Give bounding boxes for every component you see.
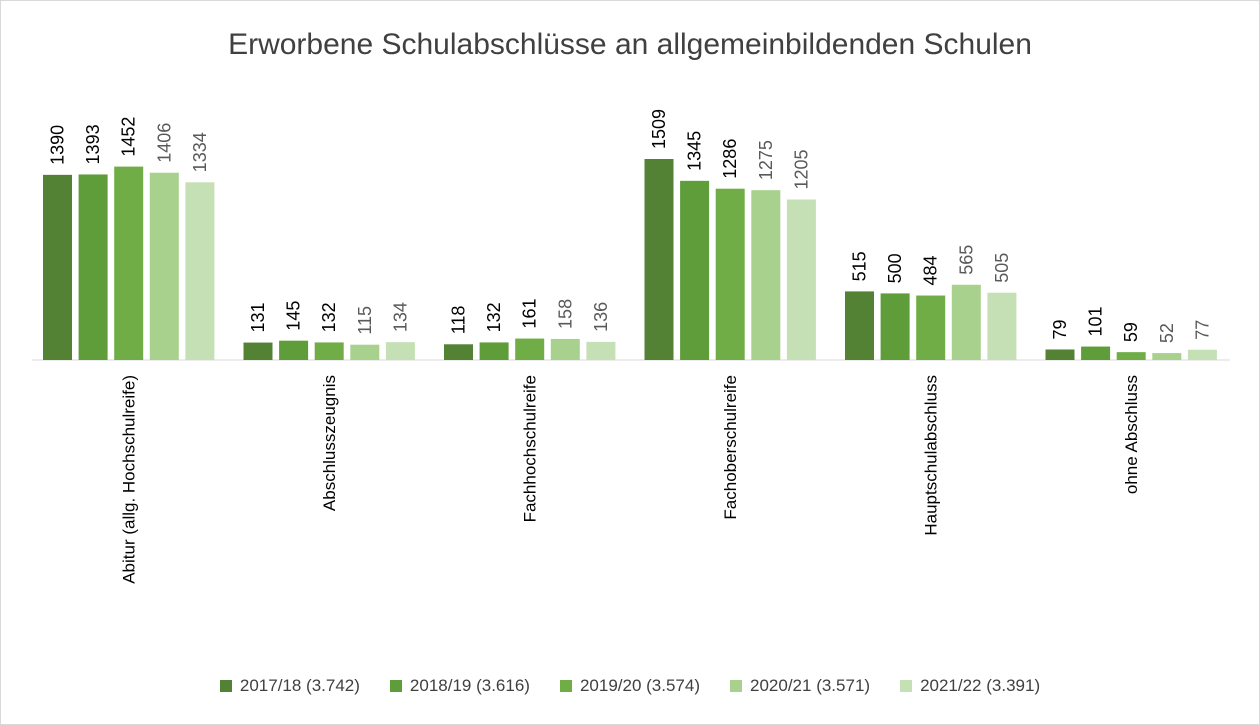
legend-label: 2020/21 (3.571): [750, 676, 871, 695]
bar: [185, 182, 215, 360]
data-label: 505: [992, 253, 1012, 283]
data-label: 132: [319, 302, 339, 332]
legend-label: 2019/20 (3.574): [579, 676, 701, 695]
data-label: 500: [885, 253, 905, 283]
bar: [786, 199, 816, 360]
category-label: Abschlusszeugnis: [320, 375, 339, 511]
data-label: 115: [355, 306, 375, 335]
data-label: 161: [520, 299, 540, 329]
data-label: 1275: [756, 140, 776, 180]
data-label: 1334: [190, 132, 210, 172]
data-label: 118: [449, 306, 469, 335]
bar: [1081, 346, 1111, 360]
bar: [951, 284, 981, 360]
bar: [1152, 353, 1182, 360]
legend-swatch: [900, 680, 913, 692]
data-label: 131: [248, 303, 268, 333]
data-label: 1406: [154, 123, 174, 163]
data-label: 136: [591, 302, 611, 332]
bar: [479, 342, 509, 360]
data-label: 101: [1086, 306, 1106, 336]
legend-label: 2018/19 (3.616): [409, 676, 530, 695]
bar: [916, 295, 946, 360]
legend-item: 2021/22 (3.391): [900, 676, 1040, 696]
bar: [586, 341, 616, 360]
data-label: 52: [1157, 323, 1177, 343]
chart-title: Erworbene Schulabschlüsse an allgemeinbi…: [228, 28, 1032, 61]
data-label: 134: [390, 302, 410, 332]
bar: [43, 174, 72, 360]
bar: [444, 344, 473, 360]
data-label: 145: [284, 301, 304, 331]
data-label: 1390: [48, 125, 68, 165]
bar: [550, 338, 580, 360]
bar: [845, 291, 874, 360]
bar: [1045, 349, 1075, 360]
bar: [1187, 349, 1217, 360]
bar: [78, 174, 108, 360]
bar: [350, 344, 380, 360]
legend-item: 2018/19 (3.616): [389, 676, 530, 696]
bar: [680, 180, 710, 360]
category-label: Abitur (allg. Hochschulreife): [120, 375, 139, 584]
bar: [114, 166, 144, 360]
category-label: Hauptschulabschluss: [922, 375, 941, 536]
bar: [644, 159, 674, 360]
legend-item: 2019/20 (3.574): [559, 676, 701, 696]
data-label: 59: [1121, 322, 1141, 342]
legend-swatch: [219, 680, 232, 692]
bar: [880, 293, 910, 360]
legend-swatch: [730, 680, 743, 692]
legend-item: 2020/21 (3.571): [730, 676, 870, 696]
category-label: ohne Abschluss: [1122, 375, 1141, 494]
bar: [715, 188, 745, 360]
bar: [314, 342, 344, 360]
data-label: 158: [555, 299, 575, 329]
legend-swatch: [389, 680, 402, 692]
data-label: 79: [1050, 319, 1070, 339]
data-label: 1452: [119, 117, 139, 157]
data-label: 565: [956, 245, 976, 275]
bar: [149, 172, 179, 360]
bar: [751, 190, 781, 360]
legend-label: 2017/18 (3.742): [239, 676, 360, 695]
data-label: 1205: [791, 149, 811, 189]
legend: 2017/18 (3.742) 2018/19 (3.616) 2019/20 (3…: [0, 676, 1260, 696]
category-label: Fachhochschulreife: [521, 375, 540, 522]
data-label: 1509: [649, 109, 669, 149]
bar: [987, 292, 1017, 360]
data-label: 1345: [685, 131, 705, 171]
bar: [243, 342, 273, 360]
bar: [515, 338, 545, 360]
data-label: 77: [1192, 320, 1212, 340]
bar: [1116, 352, 1146, 360]
data-label: 1286: [720, 139, 740, 179]
legend-item: 2017/18 (3.742): [219, 676, 360, 696]
bar: [279, 340, 309, 360]
bar: [385, 342, 415, 360]
data-label: 132: [484, 302, 504, 332]
data-label: 484: [921, 255, 941, 285]
legend-swatch: [559, 680, 572, 692]
data-label: 1393: [83, 124, 103, 164]
category-label: Fachoberschulreife: [721, 375, 740, 520]
data-label: 515: [850, 251, 870, 281]
legend-label: 2021/22 (3.391): [920, 676, 1041, 695]
